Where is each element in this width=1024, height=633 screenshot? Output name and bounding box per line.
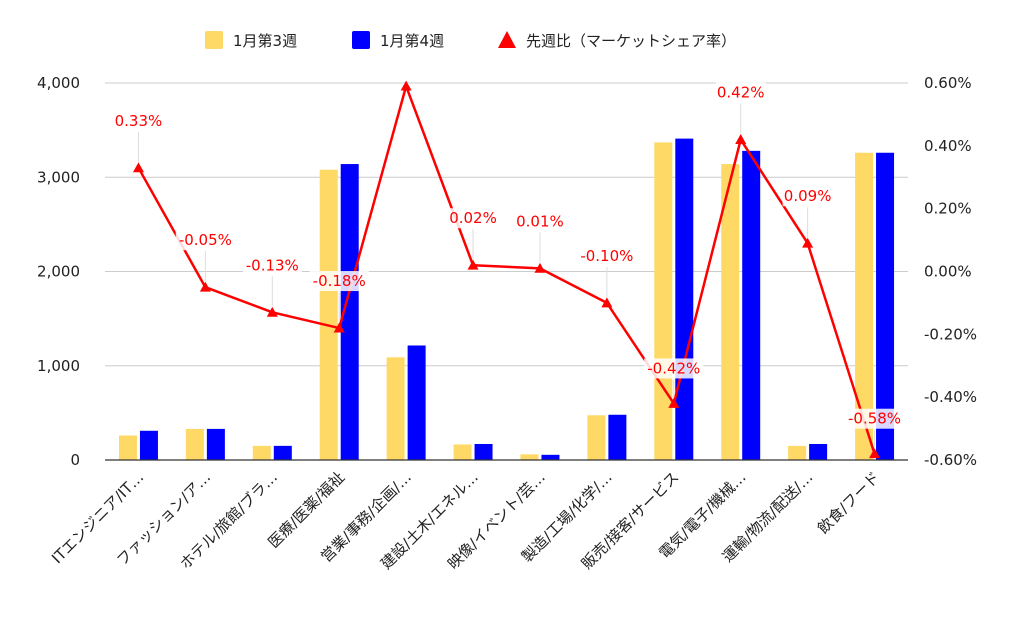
data-label-background	[448, 208, 499, 229]
line-series	[132, 80, 881, 459]
grid-lines	[105, 82, 908, 367]
y-left-tick-label: 2,000	[37, 263, 80, 281]
share-point	[601, 297, 613, 308]
bar-week3	[855, 152, 874, 460]
y-right-tick-label: -0.60%	[924, 451, 977, 469]
share-point	[467, 259, 479, 270]
data-label: -0.13%	[246, 256, 299, 274]
bar-week4	[206, 428, 225, 460]
y-right-tick-label: -0.40%	[924, 388, 977, 406]
bar-week4	[809, 443, 828, 460]
share-point	[668, 397, 680, 408]
data-label-background	[309, 271, 369, 292]
bar-series	[118, 138, 895, 461]
y-right-tick-label: -0.20%	[924, 325, 977, 343]
bar-week4	[876, 152, 895, 460]
bar-week3	[386, 357, 405, 460]
legend-label[interactable]: 1月第4週	[380, 32, 444, 50]
data-label-background	[577, 245, 637, 266]
data-label-background	[644, 358, 704, 379]
y-right-tick-label: 0.00%	[924, 263, 972, 281]
data-label: -0.10%	[580, 247, 633, 265]
share-point	[132, 162, 144, 173]
data-label-background	[242, 255, 302, 276]
legend-swatch[interactable]	[205, 31, 223, 49]
data-label: -0.42%	[647, 359, 700, 377]
bar-week4	[608, 414, 627, 460]
bar-week3	[185, 428, 204, 460]
data-label-background	[175, 230, 235, 251]
bar-week4	[474, 443, 493, 460]
y-right-tick-label: 0.20%	[924, 200, 972, 218]
bar-week4	[139, 430, 158, 460]
legend-swatch[interactable]	[498, 31, 516, 48]
bar-week4	[273, 445, 292, 460]
bar-week3	[721, 164, 740, 460]
bar-week3	[587, 415, 606, 460]
data-label: 0.42%	[717, 84, 765, 102]
y-left-tick-label: 0	[70, 451, 80, 469]
bar-week4	[675, 138, 694, 461]
share-line	[137, 84, 876, 455]
share-point	[534, 262, 546, 273]
y-axis-right: -0.60% -0.40% -0.20% 0.00% 0.20% 0.40% 0.60%	[924, 74, 977, 469]
data-labels: 0.33% -0.05% -0.13% -0.18% 0.02% 0.01% -0.10% -…	[113, 82, 905, 448]
x-axis-labels: ITエンジニア/IT…ファッション/ア…ホテル/旅館/ブラ…医療/医薬/福祉営業…	[48, 468, 883, 573]
bar-week4	[742, 150, 761, 461]
share-point	[199, 281, 211, 292]
share-point	[802, 237, 814, 248]
y-left-tick-label: 1,000	[37, 357, 80, 375]
y-axis-left: 0 1,000 2,000 3,000 4,000	[37, 74, 80, 469]
data-label: 0.33%	[115, 112, 163, 130]
bar-week3	[788, 445, 807, 460]
y-right-tick-label: 0.60%	[924, 74, 972, 92]
data-label: 0.02%	[449, 209, 497, 227]
bar-week3	[520, 454, 539, 460]
bar-week4	[340, 164, 359, 460]
legend-swatch[interactable]	[352, 31, 370, 49]
x-tick-label: 飲食/フード	[814, 468, 883, 537]
y-right-tick-label: 0.40%	[924, 137, 972, 155]
bar-week4	[541, 454, 560, 460]
bar-week3	[654, 142, 673, 460]
legend-label[interactable]: 先週比（マーケットシェア率）	[526, 32, 736, 50]
bar-week3	[118, 435, 137, 460]
data-label-background	[113, 110, 164, 131]
data-label: -0.58%	[848, 410, 901, 428]
share-point	[400, 80, 412, 91]
legend[interactable]: 1月第3週 1月第4週 先週比（マーケットシェア率）	[205, 31, 736, 50]
data-label-background	[782, 186, 833, 207]
share-point	[735, 134, 747, 144]
data-label-background	[715, 82, 766, 103]
bar-week3	[319, 169, 338, 460]
data-label: 0.01%	[516, 212, 564, 230]
data-label-background	[514, 211, 565, 232]
bar-week3	[252, 445, 271, 460]
y-left-tick-label: 3,000	[37, 168, 80, 186]
data-label: -0.05%	[179, 231, 232, 249]
bar-week3	[453, 444, 472, 460]
share-point	[869, 448, 881, 459]
data-label: 0.09%	[784, 187, 832, 205]
data-label-background	[844, 408, 905, 429]
share-point	[333, 322, 345, 333]
data-label: -0.18%	[313, 272, 366, 290]
legend-label[interactable]: 1月第3週	[233, 32, 297, 50]
share-point	[266, 306, 278, 317]
y-left-tick-label: 4,000	[37, 74, 80, 92]
bar-week4	[407, 345, 426, 460]
